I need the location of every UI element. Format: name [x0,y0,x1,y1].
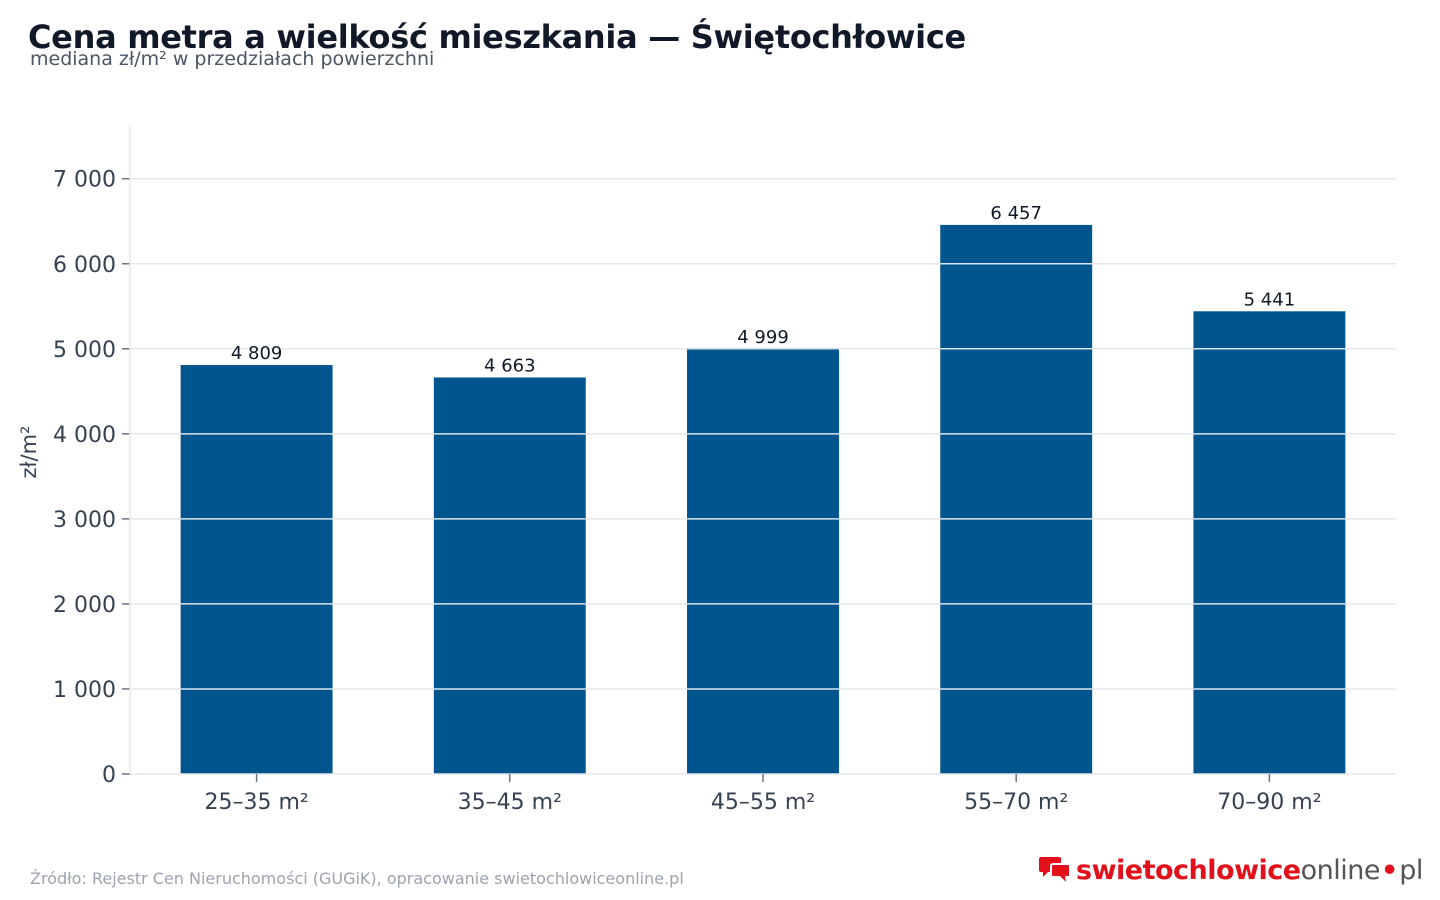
x-tick-label: 25–35 m² [204,790,308,815]
bar [1193,311,1346,774]
labels: 0 1 000 2 000 3 000 4 000 5 000 6 000 7 000 4 80… [53,168,1322,815]
bar-value-label: 4 809 [231,343,283,364]
x-tick-label: 35–45 m² [458,790,562,815]
chart-title: Cena metra a wielkość mieszkania — Święt… [28,18,966,56]
y-tick-label: 5 000 [53,338,116,363]
y-tick-label: 7 000 [53,168,116,193]
bar-value-label: 6 457 [990,203,1042,224]
bars [180,224,1346,775]
y-tick-label: 3 000 [53,508,116,533]
bar-value-label: 4 663 [484,355,536,376]
bar [940,224,1093,775]
axes [122,126,1396,782]
bar [433,377,586,774]
y-tick-label: 1 000 [53,678,116,703]
y-tick-label: 2 000 [53,593,116,618]
bar [180,365,333,774]
bar-value-label: 5 441 [1244,289,1296,310]
y-axis-title: zł/m² [17,426,41,479]
logo-dot: • [1380,854,1399,886]
x-tick-label: 45–55 m² [711,790,815,815]
bar-value-label: 4 999 [737,327,789,348]
logo-text-tld: pl [1399,854,1423,886]
x-tick-label: 55–70 m² [964,790,1068,815]
source-note: Źródło: Rejestr Cen Nieruchomości (GUGiK… [30,869,684,888]
bar-chart: 0 1 000 2 000 3 000 4 000 5 000 6 000 7 000 4 80… [17,126,1396,815]
y-tick-label: 6 000 [53,253,116,278]
logo-text-online: online [1300,854,1381,886]
chart-subtitle: mediana zł/m² w przedziałach powierzchni [30,48,435,70]
y-tick-label: 0 [102,763,116,788]
publisher-logo: swietochlowice online • pl [1038,852,1423,888]
logo-text-brand: swietochlowice [1076,854,1301,886]
chat-bubbles-icon [1039,857,1071,882]
x-tick-label: 70–90 m² [1217,790,1321,815]
y-tick-label: 4 000 [53,423,116,448]
bar [687,348,839,774]
